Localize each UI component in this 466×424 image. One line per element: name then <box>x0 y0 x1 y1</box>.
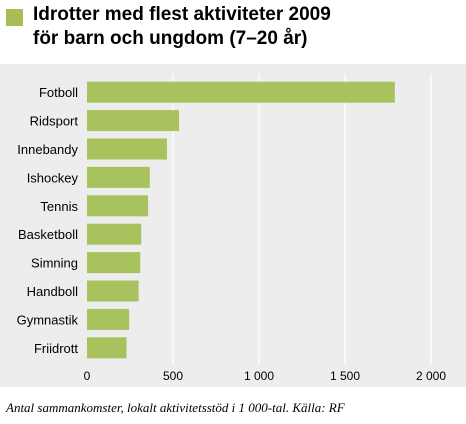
bar-simning <box>87 252 141 274</box>
footnote: Antal sammankomster, lokalt aktivitetsst… <box>6 400 345 415</box>
category-label-basketboll: Basketboll <box>18 227 78 242</box>
bar-tennis <box>87 195 149 217</box>
bar-innebandy <box>87 138 167 160</box>
chart-title-line2: för barn och ungdom (7–20 år) <box>33 28 308 49</box>
chart-panel <box>0 64 466 387</box>
bar-fotboll <box>87 81 395 103</box>
category-label-gymnastik: Gymnastik <box>17 312 79 327</box>
chart-title-line1: Idrotter med flest aktiviteter 2009 <box>33 4 331 25</box>
category-label-friidrott: Friidrott <box>34 341 78 356</box>
legend-marker <box>6 9 23 26</box>
x-tick-label-500: 500 <box>163 369 183 383</box>
bar-handboll <box>87 280 139 302</box>
chart-title: Idrotter med flest aktiviteter 2009 för … <box>33 3 453 51</box>
x-tick-label-0: 0 <box>84 369 91 383</box>
category-label-ridsport: Ridsport <box>30 114 79 129</box>
category-label-simning: Simning <box>31 256 78 271</box>
category-label-fotboll: Fotboll <box>39 85 78 100</box>
x-tick-label-1500: 1 500 <box>330 369 360 383</box>
x-tick-label-2000: 2 000 <box>416 369 446 383</box>
bar-ridsport <box>87 110 180 132</box>
category-label-innebandy: Innebandy <box>17 142 78 157</box>
category-label-ishockey: Ishockey <box>27 170 79 185</box>
bar-ishockey <box>87 166 150 188</box>
category-label-handboll: Handboll <box>27 284 78 299</box>
category-label-tennis: Tennis <box>40 199 78 214</box>
bar-gymnastik <box>87 308 130 330</box>
x-tick-label-1000: 1 000 <box>244 369 274 383</box>
bar-basketboll <box>87 223 142 245</box>
bar-friidrott <box>87 337 127 359</box>
